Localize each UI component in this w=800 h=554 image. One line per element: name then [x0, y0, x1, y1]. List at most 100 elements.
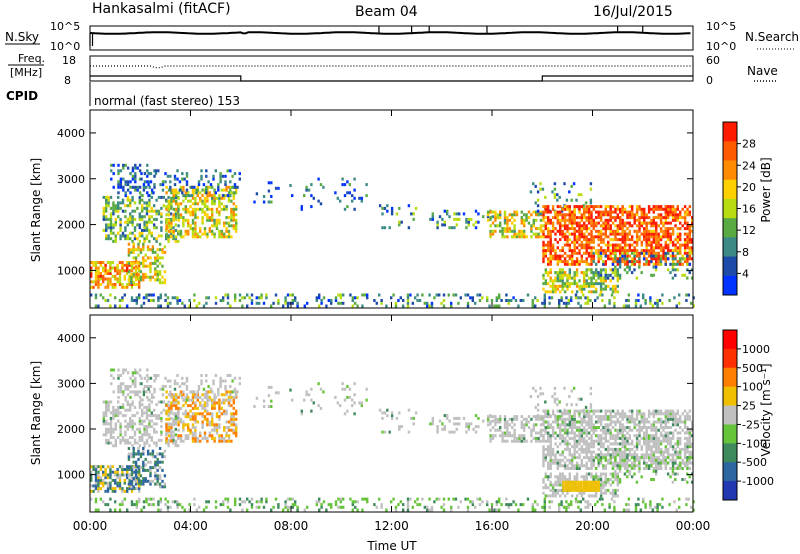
velocity-cell [154, 477, 157, 481]
velocity-cell [300, 409, 303, 413]
velocity-cell [664, 431, 667, 435]
power-cell [167, 202, 171, 206]
power-cell [635, 251, 639, 255]
power-cell [643, 249, 646, 253]
colorbar-swatch [723, 275, 737, 296]
power-cell [568, 268, 571, 272]
power-cell [565, 304, 568, 308]
velocity-cell [177, 423, 180, 427]
colorbar-swatch [723, 237, 737, 258]
power-cell [568, 249, 571, 253]
velocity-cell [187, 434, 190, 438]
velocity-cell [590, 423, 593, 427]
power-cell [558, 299, 561, 302]
power-cell [606, 273, 610, 277]
power-cell [487, 213, 490, 217]
velocity-cell [671, 420, 675, 424]
velocity-cell [489, 439, 492, 443]
velocity-cell [604, 436, 607, 440]
power-cell [647, 254, 651, 258]
power-cell [506, 221, 509, 225]
power-cell [573, 262, 576, 266]
power-cell [674, 254, 677, 258]
power-cell [597, 210, 600, 214]
power-cell [683, 257, 687, 261]
power-cell [573, 235, 576, 239]
power-cell [465, 217, 468, 221]
velocity-cell [110, 374, 113, 377]
power-cell [511, 213, 514, 217]
velocity-cell [169, 385, 172, 388]
velocity-cell [621, 412, 624, 416]
power-cell [118, 280, 122, 284]
velocity-cell [167, 423, 171, 427]
velocity-cell [671, 417, 675, 421]
power-cell [138, 293, 141, 297]
velocity-cell [109, 427, 113, 431]
power-cell [131, 174, 135, 178]
power-cell [559, 271, 562, 275]
power-cell [542, 251, 545, 255]
power-cell [426, 301, 429, 305]
power-cell [90, 274, 93, 278]
velocity-cell [395, 416, 399, 420]
power-cell [563, 282, 567, 286]
power-cell [573, 216, 576, 220]
velocity-cell [580, 420, 583, 424]
power-cell [346, 180, 349, 184]
power-cell [599, 205, 603, 209]
power-cell [631, 257, 634, 261]
power-cell [201, 210, 204, 214]
power-cell [578, 221, 581, 225]
power-cell [148, 198, 151, 202]
power-cell [148, 185, 151, 189]
power-cell [586, 296, 590, 300]
velocity-cell [142, 387, 146, 391]
power-cell [671, 268, 675, 272]
power-cell [337, 293, 340, 297]
velocity-cell [106, 489, 110, 493]
freq-tick-bottom: 8 [64, 74, 71, 87]
power-cell [182, 224, 185, 228]
velocity-cell [138, 473, 141, 477]
velocity-cell [438, 419, 442, 423]
velocity-cell [536, 414, 540, 418]
velocity-cell [669, 439, 672, 443]
power-cell [165, 232, 168, 236]
noise-right-label: N.Search [745, 30, 799, 44]
power-cell [130, 263, 134, 267]
velocity-cell [184, 436, 187, 440]
velocity-cell [527, 415, 531, 419]
velocity-cell [580, 447, 583, 451]
velocity-cell [628, 450, 631, 454]
power-cell [621, 229, 624, 233]
velocity-cell [643, 453, 646, 457]
power-cell [109, 266, 112, 270]
velocity-cell [494, 415, 497, 419]
power-cell [571, 224, 574, 228]
power-cell [386, 209, 389, 213]
power-cell [549, 268, 552, 272]
power-cell [199, 196, 202, 200]
power-cell [262, 200, 266, 204]
velocity-cell [655, 409, 658, 413]
power-cell [599, 276, 603, 280]
power-cell [358, 196, 361, 200]
velocity-cell [503, 415, 507, 419]
power-cell [568, 190, 571, 194]
power-cell [611, 284, 615, 288]
power-cell [664, 221, 667, 225]
power-cell [585, 282, 588, 286]
velocity-cell [348, 395, 351, 399]
power-cell [289, 301, 292, 305]
power-cell [94, 283, 98, 286]
velocity-cell [146, 452, 150, 456]
power-cell [450, 226, 454, 230]
power-cell [223, 205, 226, 209]
velocity-cell [599, 423, 603, 427]
power-cell [109, 217, 113, 221]
ytick-label: 1000 [57, 264, 85, 277]
power-cell [176, 296, 179, 300]
power-cell [585, 279, 588, 283]
power-cell [222, 299, 225, 302]
